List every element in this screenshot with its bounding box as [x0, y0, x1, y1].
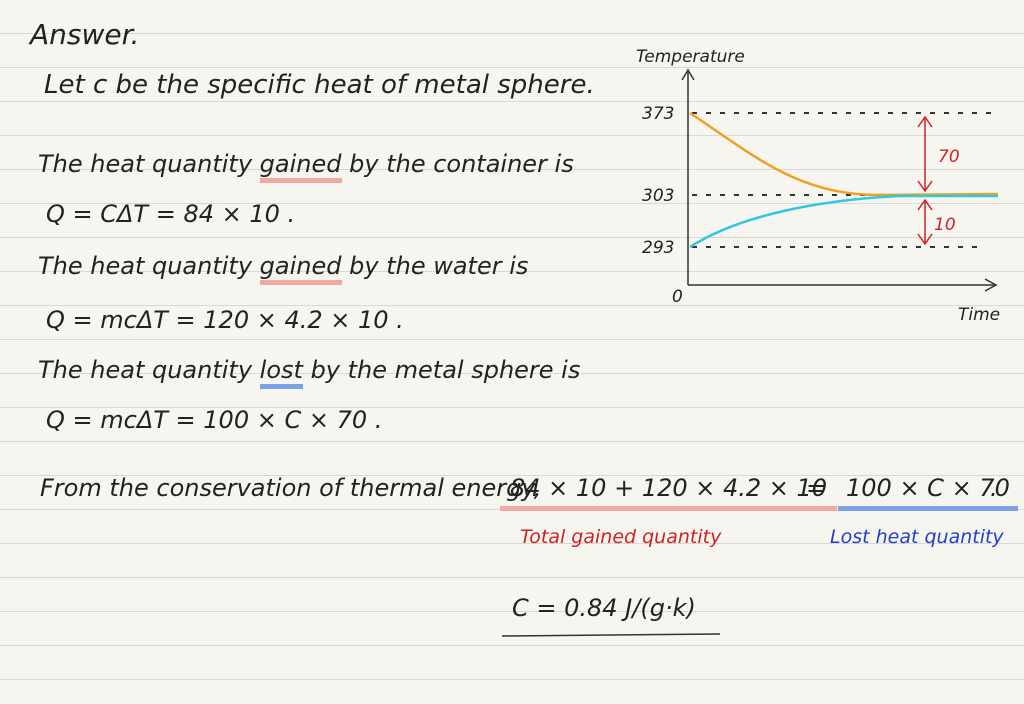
arrow — [681, 68, 695, 81]
formula: Q = CΔT = 84 × 10 . — [46, 200, 296, 228]
underlined-word: lost — [259, 356, 303, 389]
intro: Let c be the specific heat of metal sphe… — [44, 70, 595, 100]
tick-label: 373 — [642, 104, 674, 124]
result: C = 0.84 J/(g·k) — [512, 594, 696, 622]
text: The heat quantity — [38, 356, 260, 384]
formula: Q = mcΔT = 100 × C × 70 . — [46, 406, 383, 434]
arrow-heads — [917, 115, 933, 193]
text: The heat quantity — [38, 150, 260, 178]
statement: The heat quantity gained by the water is — [38, 252, 529, 285]
arrow-heads — [917, 198, 933, 246]
water-curve — [689, 194, 998, 249]
annotation: 10 — [934, 215, 956, 235]
origin-label: 0 — [672, 287, 683, 307]
underlined-word: gained — [259, 252, 342, 285]
annotation: 70 — [938, 147, 960, 167]
gained-label: Total gained quantity — [520, 526, 722, 548]
result-underline — [501, 633, 721, 637]
sphere-curve — [689, 111, 999, 197]
underlined-word: gained — [259, 150, 342, 183]
tick-label: 293 — [642, 238, 674, 258]
text: by the metal sphere is — [302, 356, 581, 384]
equals: = — [806, 474, 827, 502]
x-axis-label: Time — [958, 305, 1000, 325]
equation-left: 84 × 10 + 120 × 4.2 × 10 — [500, 474, 838, 511]
period: . — [990, 474, 998, 502]
equation-right: 100 × C × 70 — [838, 474, 1018, 511]
text: by the container is — [341, 150, 574, 178]
formula: Q = mcΔT = 120 × 4.2 × 10 . — [46, 306, 404, 334]
lost-label: Lost heat quantity — [830, 526, 1004, 548]
conservation-lead: From the conservation of thermal energy, — [40, 474, 542, 502]
tick-label: 303 — [642, 186, 674, 206]
y-axis-label: Temperature — [636, 47, 745, 67]
statement: The heat quantity lost by the metal sphe… — [38, 356, 581, 389]
text: The heat quantity — [38, 252, 260, 280]
text: by the water is — [341, 252, 529, 280]
statement: The heat quantity gained by the containe… — [38, 150, 574, 183]
title: Answer. — [30, 18, 140, 51]
arrow — [984, 278, 998, 292]
